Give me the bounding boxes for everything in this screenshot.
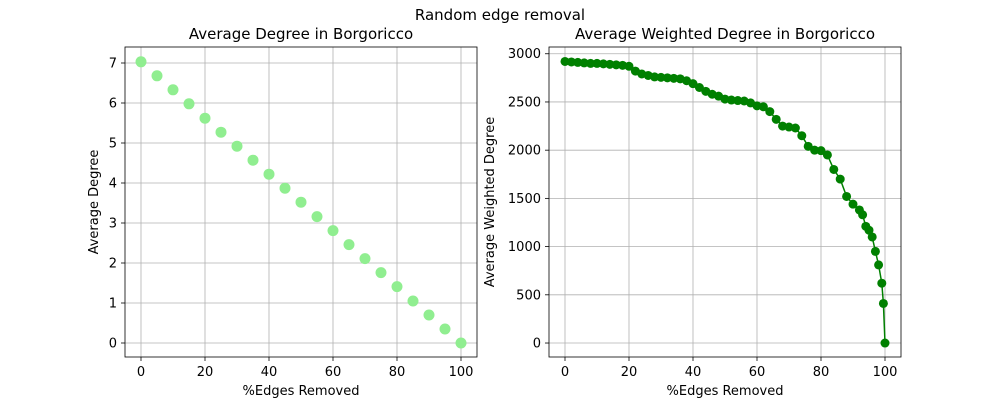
left-xtick-label-4: 80	[389, 365, 406, 380]
right-point-3	[579, 58, 589, 68]
right-point-52	[874, 260, 884, 270]
left-point-5	[215, 126, 227, 138]
left-xtick-label-1: 20	[197, 365, 214, 380]
left-ytick-label-4: 4	[109, 177, 117, 192]
right-point-27	[733, 96, 743, 106]
left-point-7	[247, 154, 259, 166]
right-point-40	[816, 146, 826, 156]
right-point-15	[656, 72, 666, 82]
right-point-7	[605, 59, 615, 69]
right-point-37	[797, 131, 807, 141]
right-ytick-label-0: 0	[533, 337, 541, 352]
right-point-53	[877, 278, 887, 288]
right-point-5	[592, 58, 602, 68]
left-point-2	[167, 84, 179, 96]
right-x-axis-label: %Edges Removed	[667, 384, 784, 399]
left-point-9	[279, 182, 291, 194]
left-point-3	[183, 98, 195, 110]
left-xtick-label-3: 60	[325, 365, 342, 380]
left-point-6	[231, 140, 243, 152]
right-xtick-label-0: 0	[561, 365, 569, 380]
right-point-16	[662, 73, 672, 83]
right-point-45	[848, 199, 858, 209]
right-point-17	[669, 73, 679, 83]
right-y-axis-label: Average Weighted Degree	[483, 117, 498, 288]
left-y-axis-label: Average Degree	[87, 150, 102, 255]
right-point-10	[624, 61, 634, 71]
left-ytick-label-5: 5	[109, 137, 117, 152]
left-ytick-label-1: 1	[109, 297, 117, 312]
right-point-4	[586, 58, 596, 68]
right-ytick-label-6: 3000	[508, 47, 541, 62]
right-point-51	[870, 246, 880, 256]
right-point-47	[858, 210, 868, 220]
right-point-31	[758, 102, 768, 112]
right-point-2	[573, 57, 583, 67]
right-point-54	[878, 298, 888, 308]
figure-suptitle: Random edge removal	[415, 6, 585, 24]
left-point-0	[135, 56, 147, 68]
left-point-11	[311, 211, 323, 223]
right-point-50	[867, 232, 877, 242]
right-ytick-label-5: 2500	[508, 95, 541, 110]
left-point-19	[439, 323, 451, 335]
right-point-42	[829, 164, 839, 174]
right-xtick-label-4: 80	[813, 365, 830, 380]
left-xtick-label-5: 100	[449, 365, 474, 380]
right-chart-title: Average Weighted Degree in Borgoricco	[575, 25, 875, 43]
right-point-36	[790, 123, 800, 133]
left-point-15	[375, 267, 387, 279]
left-ytick-label-7: 7	[109, 57, 117, 72]
left-chart-title: Average Degree in Borgoricco	[189, 25, 413, 43]
right-point-8	[611, 60, 621, 70]
right-point-6	[598, 59, 608, 69]
left-x-axis-label: %Edges Removed	[243, 384, 360, 399]
left-ytick-label-0: 0	[109, 337, 117, 352]
left-axes-frame	[124, 46, 478, 358]
right-series-line	[564, 60, 886, 344]
right-point-44	[842, 191, 852, 201]
left-ytick-label-6: 6	[109, 97, 117, 112]
left-point-18	[423, 309, 435, 321]
left-ytick-label-2: 2	[109, 257, 117, 272]
right-ytick-label-1: 500	[516, 288, 541, 303]
left-xtick-label-0: 0	[137, 365, 145, 380]
right-axes-frame	[548, 46, 902, 358]
right-ytick-label-3: 1500	[508, 192, 541, 207]
left-xtick-label-2: 40	[261, 365, 278, 380]
right-xtick-label-5: 100	[873, 365, 898, 380]
left-point-17	[407, 295, 419, 307]
left-point-20	[455, 337, 467, 349]
left-ytick-label-3: 3	[109, 217, 117, 232]
left-point-13	[343, 239, 355, 251]
right-point-33	[771, 114, 781, 124]
right-point-41	[822, 150, 832, 160]
left-point-10	[295, 196, 307, 208]
left-chart: 0 20 40 60 80 100 0 1 2 3 4 5 6 7 Average Degree in Bo…	[87, 25, 478, 399]
right-point-26	[726, 95, 736, 105]
left-point-16	[391, 281, 403, 293]
right-point-0	[560, 56, 570, 66]
right-xtick-label-3: 60	[749, 365, 766, 380]
right-ytick-label-2: 1000	[508, 240, 541, 255]
left-point-12	[327, 225, 339, 237]
right-chart: 0 20 40 60 80 100050010001500200025003000Aver…	[483, 25, 902, 399]
left-point-1	[151, 70, 163, 82]
right-point-55	[880, 338, 890, 348]
right-point-49	[864, 225, 874, 235]
right-point-43	[835, 174, 845, 184]
right-xtick-label-1: 20	[621, 365, 638, 380]
left-point-14	[359, 253, 371, 265]
right-point-1	[566, 57, 576, 67]
right-point-39	[810, 145, 820, 155]
right-ytick-label-4: 2000	[508, 144, 541, 159]
right-point-32	[765, 107, 775, 117]
left-point-4	[199, 112, 211, 124]
left-point-8	[263, 168, 275, 180]
right-point-14	[650, 72, 660, 82]
right-xtick-label-2: 40	[685, 365, 702, 380]
